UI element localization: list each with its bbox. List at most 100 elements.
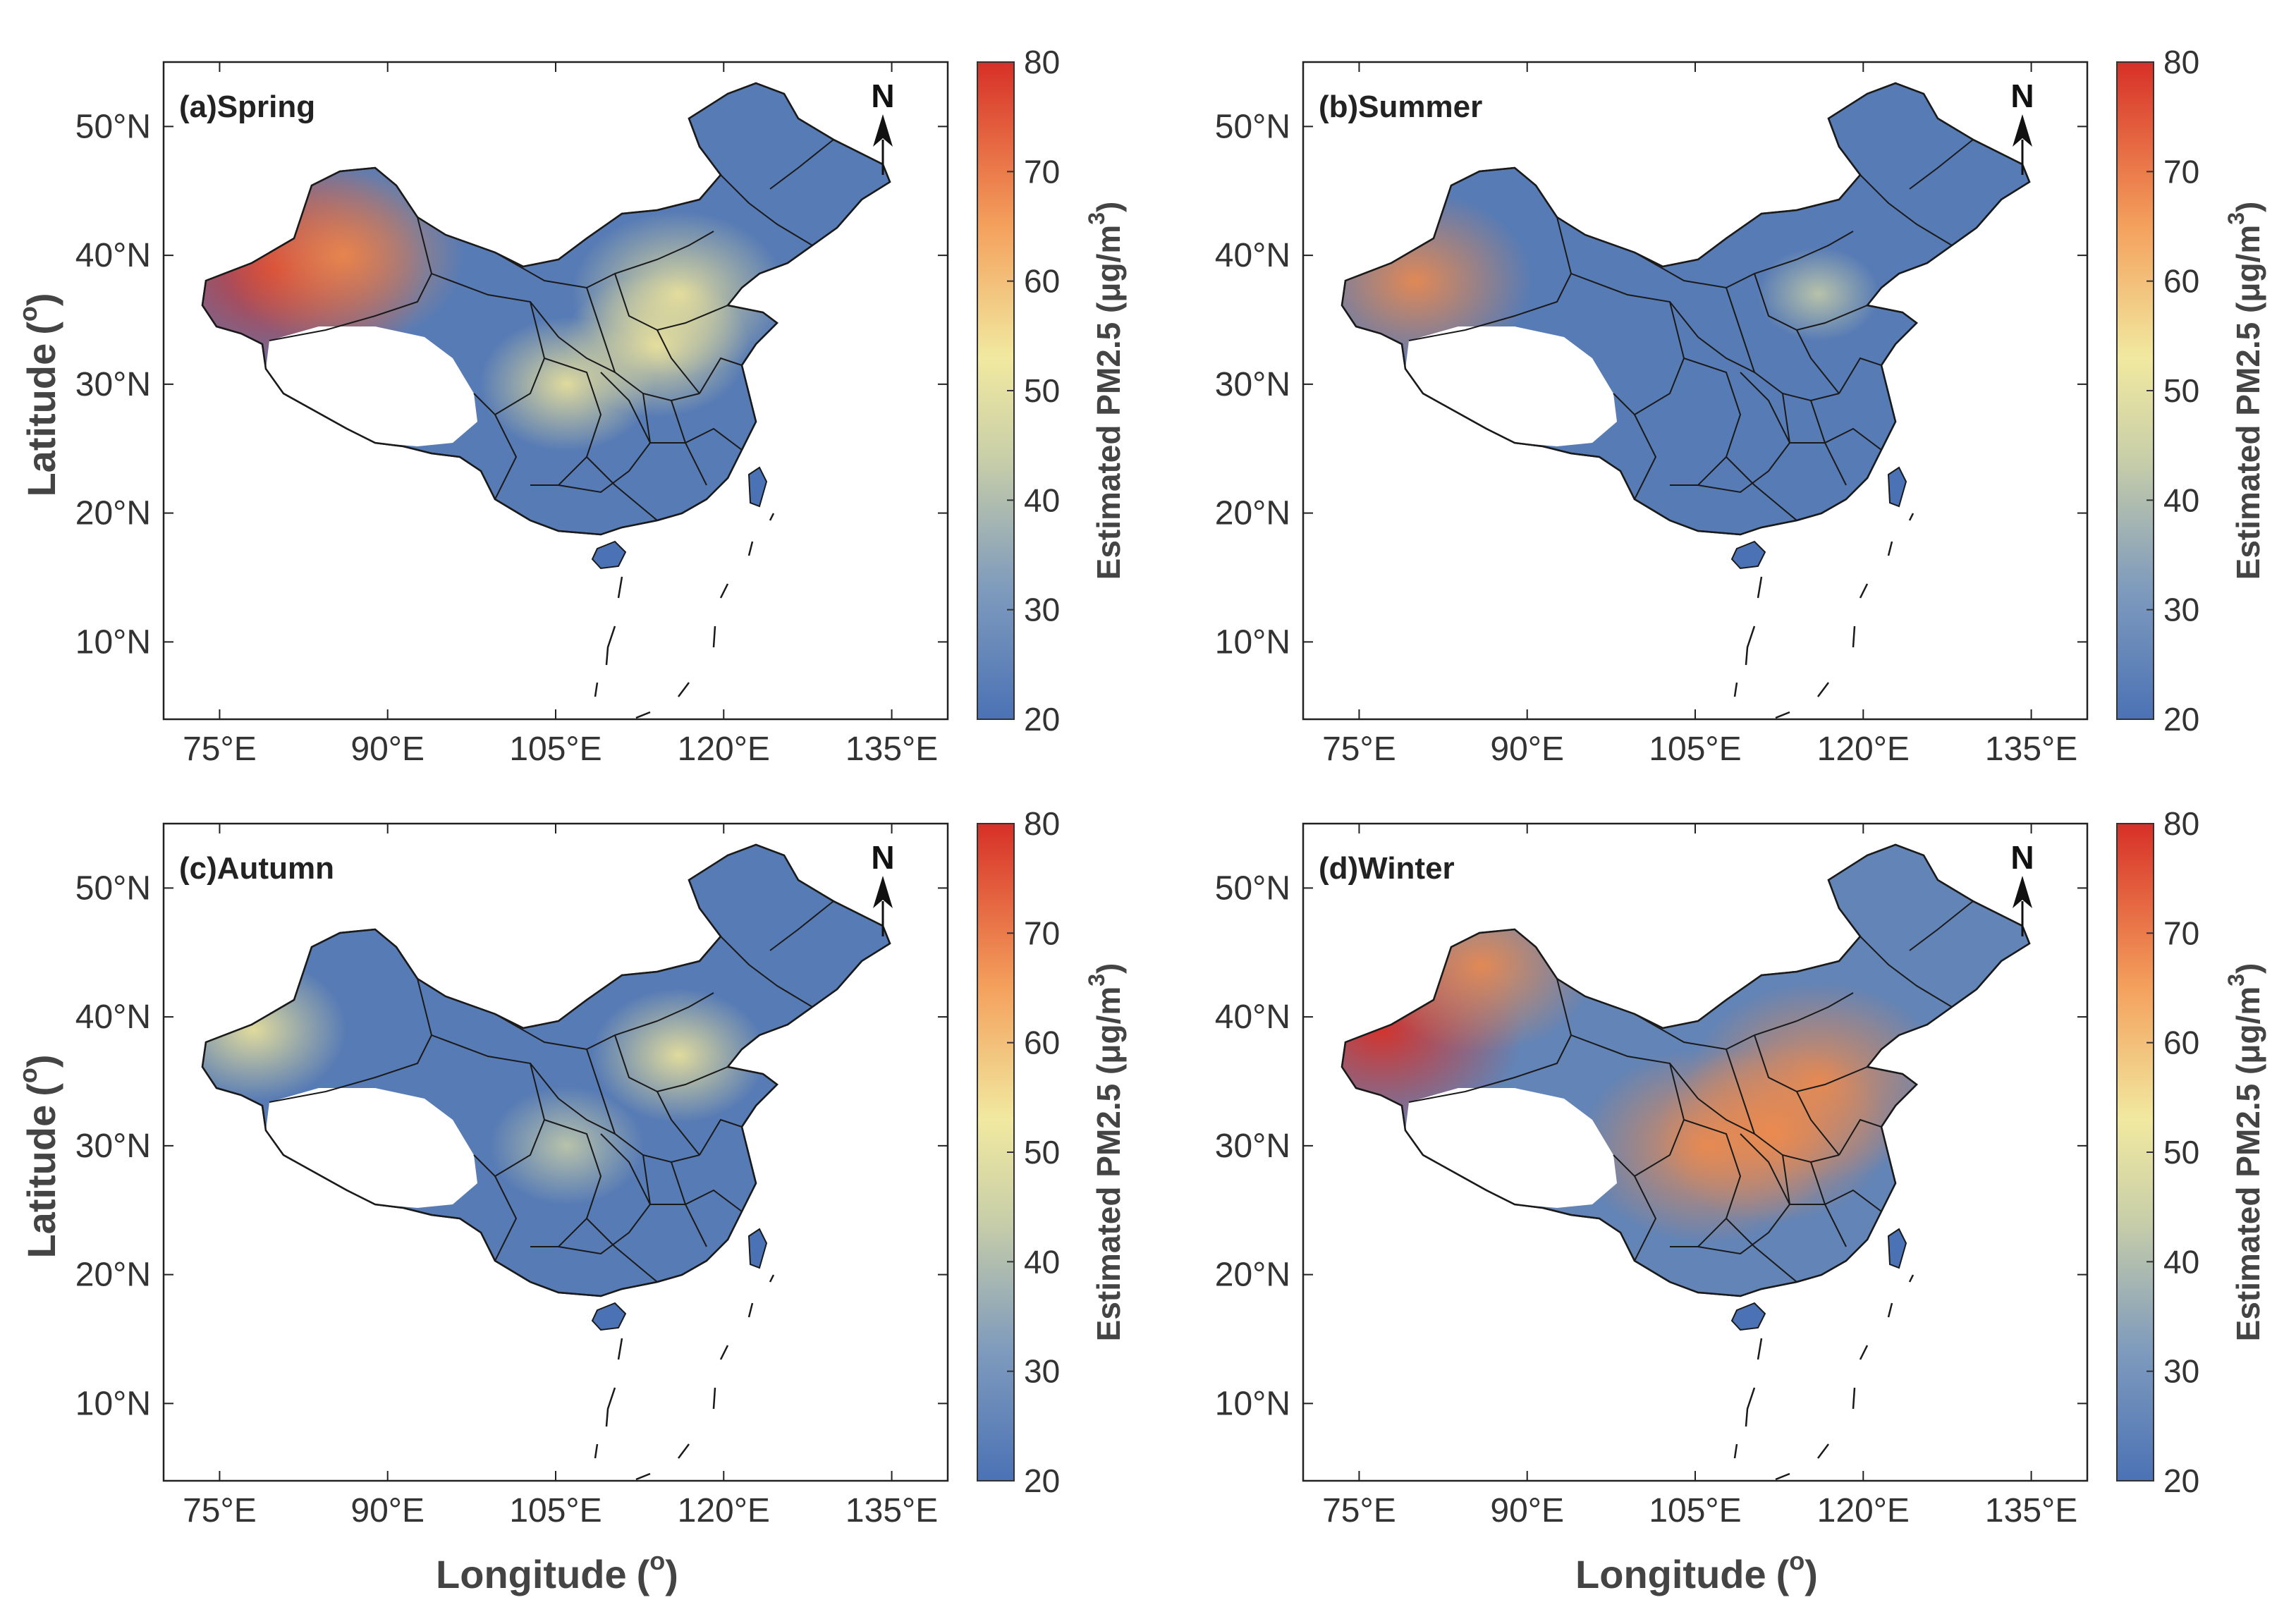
colorbar-tick-label: 70 <box>1024 153 1060 190</box>
pm25-hotspot <box>592 988 767 1123</box>
y-tick-label: 10°N <box>75 1385 151 1422</box>
y-tick-label: 50°N <box>75 108 151 145</box>
colorbar-tick-label: 70 <box>2163 915 2199 951</box>
colorbar-tick-label: 80 <box>2163 805 2199 842</box>
x-tick-label: 90°E <box>1490 1492 1564 1529</box>
x-tick-label: 120°E <box>1817 1492 1910 1529</box>
colorbar-tick-label: 70 <box>1024 915 1060 951</box>
colorbar-tick-label: 50 <box>2163 1134 2199 1171</box>
colorbar-tick-label: 20 <box>1024 1462 1060 1499</box>
y-axis-label-bottom: Latitude(o) <box>13 1054 63 1258</box>
x-tick-label: 105°E <box>509 731 602 768</box>
panel-b: (b)Summer N 75°E 90°E 105°E 120°E 135°E 50°N 40°… <box>1215 44 2266 768</box>
colorbar-tick-label: 20 <box>1024 701 1060 738</box>
y-tick-label: 20°N <box>75 1257 151 1294</box>
colorbar-label: Estimated PM2.5 (μg/m3) <box>1084 202 1127 580</box>
y-tick-label: 40°N <box>1215 237 1290 274</box>
panel-title: (a)Spring <box>179 90 315 124</box>
y-tick-label: 10°N <box>1215 1385 1290 1422</box>
x-tick-label: 105°E <box>1649 731 1741 768</box>
panel-title: (c)Autumn <box>179 851 334 886</box>
y-tick-label: 50°N <box>1215 869 1290 907</box>
x-tick-label: 135°E <box>845 1492 938 1529</box>
panel-d: (d)Winter N 75°E 90°E 105°E 120°E 135°E 50°N 40°… <box>1215 805 2266 1529</box>
north-label: N <box>2010 78 2034 114</box>
colorbar-tick-label: 30 <box>1024 1353 1060 1390</box>
colorbar-tick-label: 20 <box>2163 1462 2199 1499</box>
colorbar-tick-label: 80 <box>1024 805 1060 842</box>
north-label: N <box>871 78 894 114</box>
colorbar-label: Estimated PM2.5 (μg/m3) <box>2223 963 2266 1342</box>
colorbar-tick-label: 60 <box>1024 1025 1060 1061</box>
x-tick-label: 135°E <box>845 731 938 768</box>
colorbar-tick-label: 70 <box>2163 153 2199 190</box>
colorbar-tick-label: 30 <box>1024 592 1060 628</box>
panel-title: (b)Summer <box>1319 90 1482 124</box>
pm25-hotspot <box>1656 1042 1891 1223</box>
colorbar-tick-label: 50 <box>1024 1134 1060 1171</box>
pm25-hotspot <box>489 1086 645 1205</box>
colorbar-tick-label: 30 <box>2163 592 2199 628</box>
y-tick-label: 10°N <box>1215 623 1290 661</box>
colorbar-tick-label: 60 <box>2163 1025 2199 1061</box>
y-tick-label: 30°N <box>1215 1128 1290 1165</box>
north-arrow-head <box>873 876 893 908</box>
x-tick-label: 90°E <box>350 1492 425 1529</box>
north-label: N <box>2010 839 2034 876</box>
colorbar-tick-label: 20 <box>2163 701 2199 738</box>
colorbar-tick-label: 40 <box>2163 1243 2199 1280</box>
north-arrow-icon: N <box>871 839 895 936</box>
x-tick-label: 75°E <box>183 1492 257 1529</box>
y-tick-label: 30°N <box>75 1128 151 1165</box>
y-tick-label: 10°N <box>75 623 151 661</box>
colorbar-tick-label: 40 <box>1024 482 1060 518</box>
north-arrow-head <box>2013 114 2032 147</box>
colorbar-tick-label: 60 <box>1024 263 1060 300</box>
colorbar-tick-label: 80 <box>1024 44 1060 80</box>
colorbar-label: Estimated PM2.5 (μg/m3) <box>1084 963 1127 1342</box>
north-arrow-icon: N <box>2010 78 2034 175</box>
x-tick-label: 90°E <box>350 731 425 768</box>
y-tick-label: 20°N <box>1215 495 1290 532</box>
y-tick-label: 50°N <box>1215 108 1290 145</box>
colorbar-tick-label: 60 <box>2163 263 2199 300</box>
north-arrow-head <box>873 114 893 147</box>
y-tick-label: 30°N <box>1215 366 1290 403</box>
x-tick-label: 120°E <box>678 731 770 768</box>
x-tick-label: 75°E <box>183 731 257 768</box>
colorbar-tick-label: 30 <box>2163 1353 2199 1390</box>
x-tick-label: 105°E <box>1649 1492 1741 1529</box>
x-tick-label: 135°E <box>1985 1492 2077 1529</box>
pm25-hotspot <box>480 317 654 451</box>
pm25-hotspots <box>202 845 890 1296</box>
y-tick-label: 40°N <box>75 237 151 274</box>
x-tick-label: 90°E <box>1490 731 1564 768</box>
y-axis-label-top: Latitude(o) <box>13 293 63 496</box>
x-tick-label: 105°E <box>509 1492 602 1529</box>
colorbar-label: Estimated PM2.5 (μg/m3) <box>2223 202 2266 580</box>
y-tick-label: 40°N <box>1215 998 1290 1036</box>
panel-a: (a)Spring N 75°E 90°E 105°E 120°E 135°E 50°N 40°… <box>75 44 1127 768</box>
x-tick-label: 120°E <box>678 1492 770 1529</box>
x-tick-label: 135°E <box>1985 731 2077 768</box>
north-arrow-head <box>2013 876 2032 908</box>
north-arrow-icon: N <box>2010 839 2034 936</box>
colorbar-tick-label: 80 <box>2163 44 2199 80</box>
x-tick-label: 120°E <box>1817 731 1910 768</box>
pm25-hotspots <box>1342 845 2029 1296</box>
panel-title: (d)Winter <box>1319 851 1455 886</box>
y-tick-label: 40°N <box>75 998 151 1036</box>
colorbar-tick-label: 50 <box>2163 372 2199 409</box>
colorbar-tick-label: 50 <box>1024 372 1060 409</box>
x-axis-label-right: Longitude (o) <box>1575 1546 1818 1596</box>
north-arrow-icon: N <box>871 78 895 175</box>
colorbar-tick-label: 40 <box>2163 482 2199 518</box>
x-tick-label: 75°E <box>1322 1492 1396 1529</box>
north-label: N <box>871 839 894 876</box>
pm25-hotspot <box>1757 247 1880 341</box>
y-tick-label: 20°N <box>1215 1257 1290 1294</box>
y-tick-label: 50°N <box>75 869 151 907</box>
colorbar-tick-label: 40 <box>1024 1243 1060 1280</box>
y-tick-label: 30°N <box>75 366 151 403</box>
